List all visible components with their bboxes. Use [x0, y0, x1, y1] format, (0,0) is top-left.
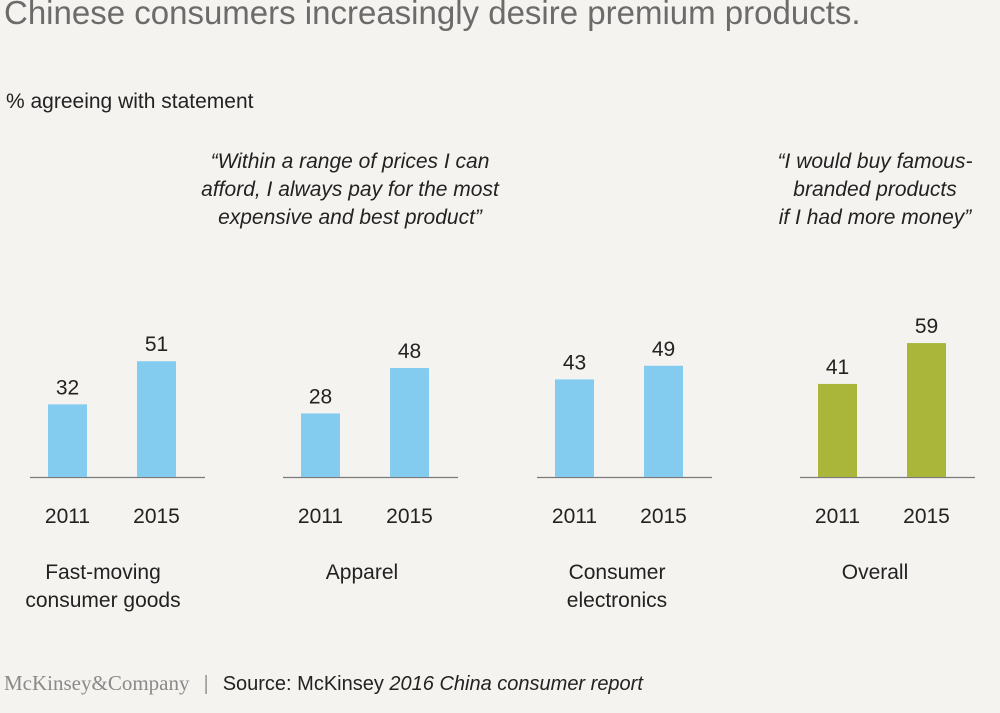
data-label: 43 — [563, 351, 586, 374]
source-prefix: Source: McKinsey — [222, 673, 390, 695]
bar — [555, 379, 594, 477]
category-label: Overall — [841, 561, 909, 584]
x-tick-label: 2011 — [298, 505, 343, 528]
category-label: Consumer electronics — [566, 561, 668, 612]
bar — [644, 365, 683, 477]
bar — [48, 404, 87, 477]
bar — [907, 343, 946, 477]
chart-title: Chinese consumers increasingly desire pr… — [4, 0, 861, 31]
brand-logo-text: McKinsey&Company — [4, 671, 190, 695]
chart-subtitle: % agreeing with statement — [6, 90, 254, 113]
quote-overall-statement: “I would buy famous- branded products if… — [777, 150, 973, 229]
bar — [137, 361, 176, 477]
x-tick-label: 2011 — [45, 505, 90, 528]
bar — [390, 368, 429, 477]
x-tick-label: 2011 — [815, 505, 860, 528]
category-label: Fast-moving consumer goods — [25, 561, 181, 612]
data-label: 48 — [398, 340, 421, 363]
footer-divider: | — [203, 673, 209, 695]
x-tick-label: 2015 — [386, 505, 433, 528]
footer: McKinsey&Company | Source: McKinsey 2016 C… — [4, 671, 643, 696]
quote-category-statement: “Within a range of prices I can afford, … — [201, 150, 499, 229]
x-tick-label: 2015 — [903, 505, 950, 528]
x-tick-label: 2015 — [133, 505, 180, 528]
bar — [301, 413, 340, 477]
data-label: 49 — [652, 338, 675, 361]
data-label: 59 — [915, 315, 938, 338]
x-tick-label: 2011 — [552, 505, 597, 528]
data-label: 28 — [309, 385, 332, 408]
data-label: 41 — [826, 356, 849, 379]
x-tick-label: 2015 — [640, 505, 687, 528]
data-label: 51 — [145, 333, 168, 356]
source-title: 2016 China consumer report — [389, 673, 643, 695]
category-label: Apparel — [325, 561, 399, 584]
data-label: 32 — [56, 376, 79, 399]
bar — [818, 383, 857, 477]
